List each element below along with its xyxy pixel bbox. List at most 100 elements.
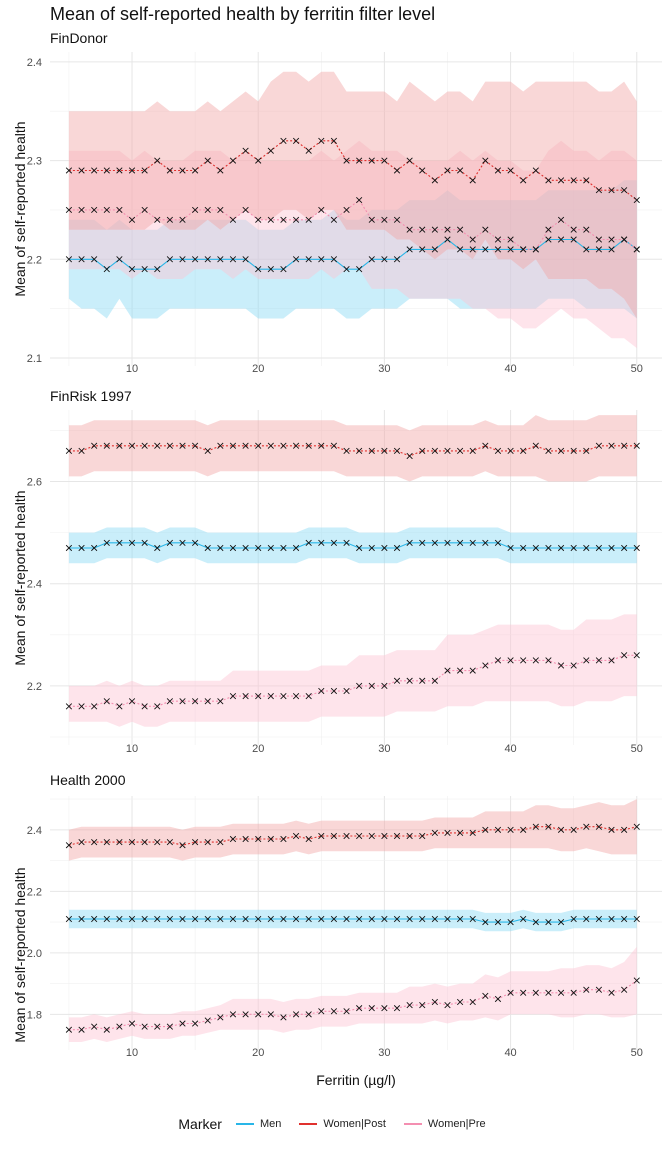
data-point-women-post xyxy=(78,839,85,846)
data-point-men xyxy=(356,544,363,552)
data-point-men xyxy=(91,544,98,552)
data-point-women-pre xyxy=(91,703,98,710)
data-point-men xyxy=(595,915,603,923)
legend-item-women-post: Women|Post xyxy=(299,1118,386,1130)
data-point-men xyxy=(393,544,401,552)
x-tick-label: 50 xyxy=(631,1047,643,1059)
data-point-women-post xyxy=(444,829,451,837)
data-point-women-pre xyxy=(494,657,502,664)
data-point-women-post xyxy=(65,447,73,454)
data-point-women-pre xyxy=(343,206,350,214)
data-point-men xyxy=(318,539,325,546)
data-point-women-pre xyxy=(469,998,476,1006)
data-point-women-pre xyxy=(141,206,148,214)
data-point-women-post xyxy=(330,442,338,449)
data-point-women-pre xyxy=(103,206,110,214)
data-point-men xyxy=(255,544,262,552)
data-point-women-pre xyxy=(305,216,312,223)
data-point-women-pre xyxy=(116,703,123,710)
data-point-women-pre xyxy=(154,216,161,223)
data-point-women-pre xyxy=(242,693,249,700)
series-line-men xyxy=(68,238,638,270)
data-point-women-pre xyxy=(532,657,539,664)
data-point-men xyxy=(520,915,527,923)
data-point-women-post xyxy=(255,442,262,449)
legend-title: Marker xyxy=(178,1116,222,1132)
data-point-women-post xyxy=(456,167,464,174)
data-point-women-post xyxy=(570,447,577,454)
data-point-women-post xyxy=(255,835,262,843)
data-point-women-pre xyxy=(179,216,186,223)
data-point-men xyxy=(507,918,514,926)
data-point-men xyxy=(456,915,464,923)
data-point-women-pre xyxy=(494,236,502,243)
data-point-women-pre xyxy=(482,226,489,233)
data-point-women-pre xyxy=(166,698,173,705)
data-point-men xyxy=(482,918,489,926)
data-point-women-pre xyxy=(621,986,628,993)
data-point-women-pre xyxy=(532,246,539,253)
data-point-women-pre xyxy=(583,986,590,993)
data-point-men xyxy=(217,915,224,923)
data-point-men xyxy=(166,539,173,546)
data-point-women-pre xyxy=(456,226,464,233)
data-point-men xyxy=(204,544,211,552)
data-point-women-post xyxy=(621,442,628,449)
data-point-men xyxy=(204,915,211,923)
data-point-men xyxy=(217,544,224,552)
data-point-women-pre xyxy=(507,989,514,996)
data-point-men xyxy=(406,539,413,546)
data-point-women-pre xyxy=(141,1023,148,1030)
data-point-women-pre xyxy=(91,206,98,214)
data-point-women-post xyxy=(103,167,110,174)
data-point-men xyxy=(330,256,338,263)
data-point-men xyxy=(116,256,123,263)
data-point-women-post xyxy=(482,826,489,833)
data-point-men xyxy=(381,256,388,263)
data-point-women-pre xyxy=(520,246,527,253)
data-point-men xyxy=(65,915,73,923)
y-tick-label: 2.4 xyxy=(27,579,42,591)
data-point-women-post xyxy=(229,835,237,843)
data-point-women-post xyxy=(532,442,539,449)
data-point-women-post xyxy=(621,187,628,194)
y-tick-label: 2.1 xyxy=(27,353,42,365)
data-point-men xyxy=(116,539,123,546)
data-point-men xyxy=(583,544,590,552)
x-tick-label: 20 xyxy=(252,743,264,755)
data-point-women-pre xyxy=(356,682,363,690)
data-point-women-post xyxy=(431,829,438,837)
data-point-women-post xyxy=(305,835,312,843)
data-point-men xyxy=(128,915,136,923)
data-point-men xyxy=(318,915,325,923)
ci-band-women-pre xyxy=(68,614,637,727)
legend-label-men: Men xyxy=(259,1118,282,1130)
data-point-women-pre xyxy=(267,693,274,700)
data-point-men xyxy=(368,256,375,263)
data-point-women-post xyxy=(532,823,539,830)
data-point-women-post xyxy=(583,177,590,184)
data-point-women-post xyxy=(141,839,148,846)
data-point-men xyxy=(154,544,161,552)
data-point-women-pre xyxy=(318,206,325,214)
data-point-men xyxy=(229,256,237,263)
legend-item-men: Men xyxy=(235,1118,282,1130)
data-point-women-post xyxy=(280,835,287,843)
data-point-women-post xyxy=(456,829,464,837)
data-point-women-pre xyxy=(419,677,426,684)
data-point-men xyxy=(456,246,464,253)
data-point-women-pre xyxy=(456,998,464,1006)
data-point-women-post xyxy=(469,829,476,837)
data-point-men xyxy=(419,915,426,923)
data-point-women-post xyxy=(280,442,287,449)
data-point-women-pre xyxy=(595,657,603,664)
data-point-men xyxy=(356,266,363,273)
data-point-men xyxy=(570,236,577,243)
data-point-women-post xyxy=(267,147,274,154)
data-point-men xyxy=(305,256,312,263)
data-point-men xyxy=(141,915,148,923)
x-tick-label: 40 xyxy=(504,363,516,375)
data-point-women-pre xyxy=(217,1014,224,1021)
data-point-women-pre xyxy=(356,196,363,204)
data-point-men xyxy=(280,544,287,552)
